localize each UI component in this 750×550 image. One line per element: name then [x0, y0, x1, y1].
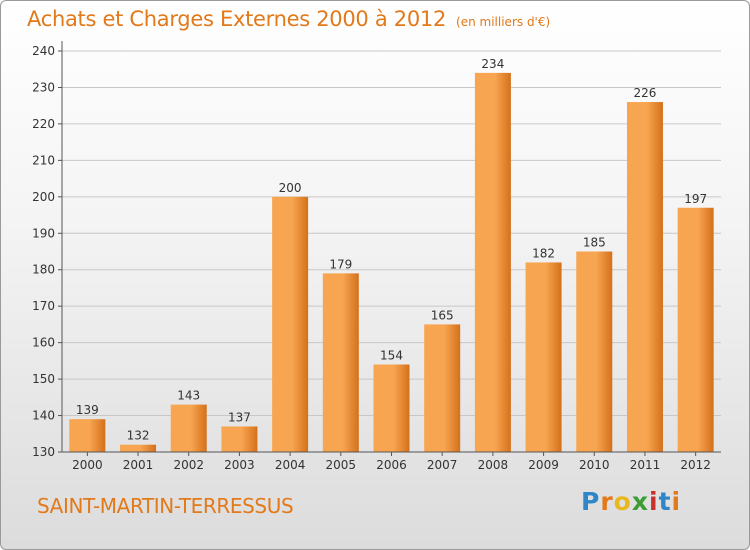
data-label: 200 — [279, 181, 302, 195]
logo-letter: P — [581, 487, 601, 516]
y-tick-label: 210 — [32, 153, 55, 167]
data-label: 185 — [583, 236, 606, 250]
chart-title-text: Achats et Charges Externes 2000 à 2012 — [27, 7, 447, 31]
logo-letter: o — [613, 487, 632, 516]
x-tick-label: 2006 — [376, 458, 407, 472]
commune-name: SAINT-MARTIN-TERRESSUS — [37, 494, 294, 518]
y-tick-label: 220 — [32, 117, 55, 131]
bar — [322, 273, 359, 452]
y-tick-label: 190 — [32, 226, 55, 240]
data-label: 165 — [431, 308, 454, 322]
y-tick-label: 180 — [32, 263, 55, 277]
data-label: 197 — [684, 192, 707, 206]
bar — [576, 251, 613, 452]
bar — [677, 207, 714, 452]
y-tick-label: 230 — [32, 80, 55, 94]
chart-unit: (en milliers d'€) — [456, 15, 551, 29]
chart-title: Achats et Charges Externes 2000 à 2012 (e… — [27, 7, 550, 31]
data-label: 143 — [177, 389, 200, 403]
data-label: 137 — [228, 410, 251, 424]
bar — [272, 196, 309, 452]
data-label: 139 — [76, 403, 99, 417]
x-tick-label: 2001 — [123, 458, 154, 472]
bar — [525, 262, 562, 452]
proxiti-logo: Proxiti — [581, 487, 681, 516]
x-tick-label: 2000 — [72, 458, 103, 472]
y-tick-label: 140 — [32, 409, 55, 423]
x-tick-label: 2009 — [528, 458, 559, 472]
axes: 130 140 150 160 170 180 190 200 210 220 230 240 2000… — [32, 41, 721, 472]
x-tick-label: 2005 — [326, 458, 357, 472]
data-label: 132 — [127, 429, 150, 443]
bar — [474, 72, 511, 452]
x-tick-label: 2007 — [427, 458, 458, 472]
data-label: 154 — [380, 349, 403, 363]
bar — [424, 324, 461, 452]
y-tick-label: 170 — [32, 299, 55, 313]
data-label: 226 — [634, 86, 657, 100]
logo-letter: t — [658, 487, 672, 516]
bar — [373, 364, 410, 452]
bar — [221, 426, 258, 452]
data-label: 182 — [532, 246, 555, 260]
x-tick-label: 2003 — [224, 458, 255, 472]
bar — [69, 419, 106, 452]
data-label: 179 — [329, 257, 352, 271]
bar — [626, 102, 663, 452]
data-label: 234 — [481, 57, 504, 71]
logo-letter: x — [631, 487, 649, 516]
bars: 139 132 143 137 200 179 154 165 234 182 185 226 197 — [69, 57, 714, 452]
x-tick-label: 2010 — [579, 458, 610, 472]
x-tick-label: 2011 — [630, 458, 661, 472]
logo-letter: i — [649, 487, 659, 516]
bar — [120, 444, 157, 452]
logo-letter: r — [600, 487, 614, 516]
logo-letter: i — [671, 487, 682, 516]
y-tick-label: 130 — [32, 445, 55, 459]
x-tick-label: 2012 — [680, 458, 711, 472]
x-tick-label: 2002 — [173, 458, 204, 472]
x-tick-label: 2008 — [478, 458, 509, 472]
y-tick-label: 150 — [32, 372, 55, 386]
y-tick-label: 240 — [32, 44, 55, 58]
y-tick-label: 200 — [32, 190, 55, 204]
x-tick-label: 2004 — [275, 458, 306, 472]
y-tick-label: 160 — [32, 336, 55, 350]
bar — [170, 404, 207, 452]
